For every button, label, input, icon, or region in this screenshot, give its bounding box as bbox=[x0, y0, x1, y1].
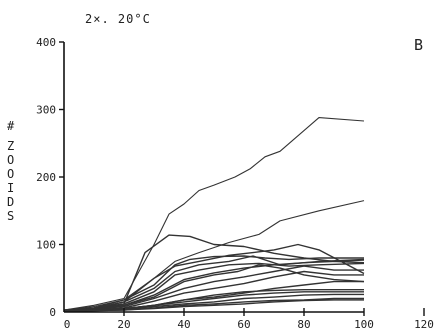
series-line-10 bbox=[63, 265, 364, 312]
series-line-2 bbox=[63, 200, 365, 311]
y-axis-label-char: O bbox=[7, 153, 14, 167]
y-axis-label-char: O bbox=[7, 167, 14, 181]
series-line-1 bbox=[63, 117, 365, 311]
y-tick-label-100: 100 bbox=[36, 239, 56, 252]
x-tick-label-80: 80 bbox=[297, 318, 310, 331]
chart-title: 2×. 20°C bbox=[85, 12, 151, 26]
x-tick-label-40: 40 bbox=[177, 318, 190, 331]
panel-label: B bbox=[414, 36, 423, 54]
x-tick-label-20: 20 bbox=[117, 318, 130, 331]
x-tick-label-100: 100 bbox=[354, 318, 374, 331]
series-group bbox=[63, 117, 365, 312]
y-axis-symbol: # bbox=[7, 119, 15, 133]
y-axis-label-char: Z bbox=[7, 139, 14, 153]
axes bbox=[63, 42, 364, 313]
y-tick-label-0: 0 bbox=[49, 306, 56, 319]
series-line-9 bbox=[63, 264, 365, 312]
ticks: 0 100 200 300 400 0 20 40 60 80 100 120 bbox=[36, 36, 434, 331]
x-tick-label-0: 0 bbox=[64, 318, 71, 331]
y-tick-label-400: 400 bbox=[36, 36, 56, 49]
x-tick-label-120: 120 bbox=[414, 318, 434, 331]
y-tick-label-200: 200 bbox=[36, 171, 56, 184]
series-line-17 bbox=[63, 299, 364, 312]
plot-area: 0 100 200 300 400 0 20 40 60 80 100 120 bbox=[36, 36, 434, 331]
y-axis-label-char: S bbox=[7, 209, 14, 223]
y-axis-label-char: I bbox=[7, 181, 14, 195]
series-line-5 bbox=[63, 255, 364, 312]
x-tick-label-60: 60 bbox=[237, 318, 250, 331]
series-line-7 bbox=[63, 262, 365, 312]
y-axis-label-char: D bbox=[7, 195, 14, 209]
y-tick-label-300: 300 bbox=[36, 104, 56, 117]
